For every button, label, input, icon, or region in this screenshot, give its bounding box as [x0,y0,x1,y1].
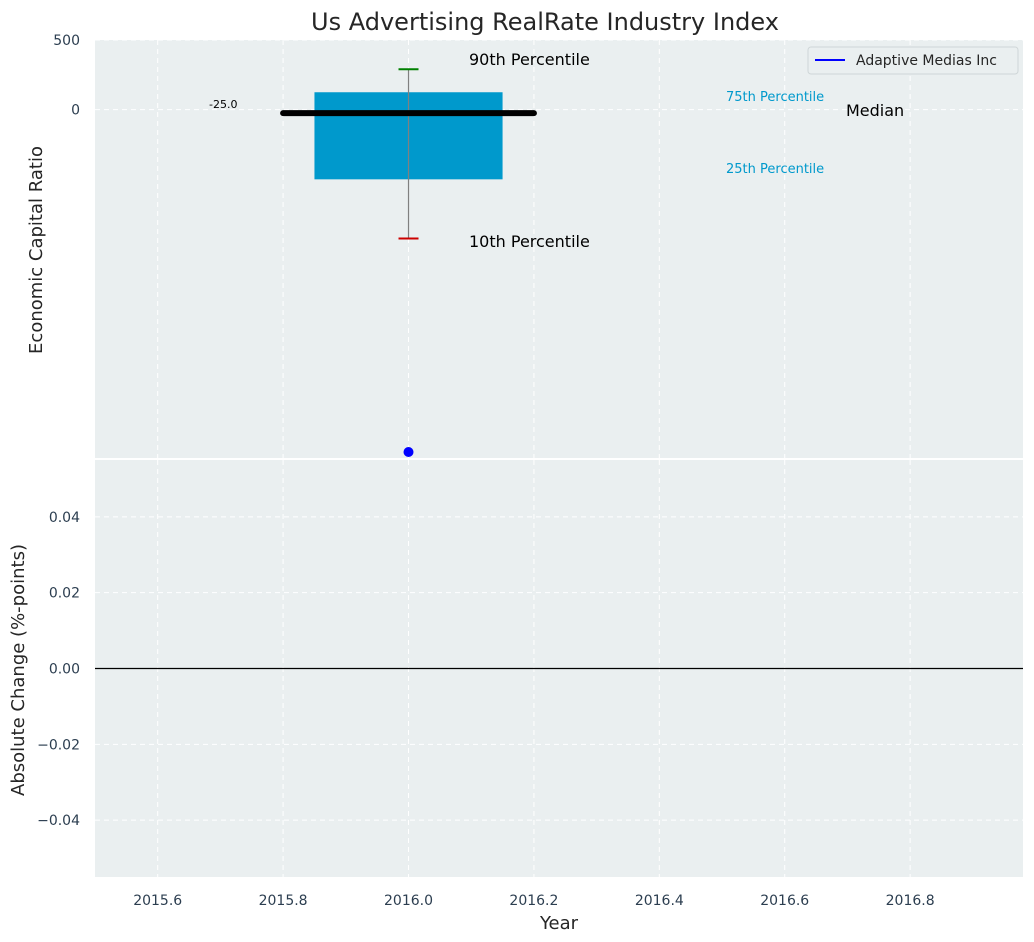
bottom-y-tick-label-1: −0.02 [37,737,80,753]
p90-annotation: 90th Percentile [469,50,590,69]
p10-annotation: 10th Percentile [469,232,590,251]
bottom-y-ticks: −0.04 −0.02 0.00 0.02 0.04 [37,510,80,829]
bottom-y-tick-label-2: 0.00 [49,662,80,678]
x-tick-label-1: 2015.8 [259,893,308,909]
bottom-y-tick-label-0: −0.04 [37,813,80,829]
x-tick-label-0: 2015.6 [133,893,182,909]
x-tick-label-3: 2016.2 [509,893,558,909]
company-point-0 [403,447,414,457]
legend-box [807,46,1019,75]
x-tick-label-4: 2016.4 [635,893,684,909]
p25-annotation: 25th Percentile [726,162,824,177]
top-y-tick-label-1: 0 [71,103,80,119]
x-tick-label-5: 2016.6 [760,893,809,909]
top-grid [95,39,1023,458]
bottom-axes: −0.04 −0.02 0.00 0.02 0.04 2015.6 2015.8 2016.… [8,460,1023,934]
x-tick-label-6: 2016.8 [886,893,935,909]
top-marks [280,68,537,240]
legend: Adaptive Medias Inc [807,46,1019,75]
bottom-x-ticks: 2015.6 2015.8 2016.0 2016.2 2016.4 2016.6 2016… [133,893,934,909]
median-annotation: Median [846,101,904,120]
top-y-axis-label: Economic Capital Ratio [26,146,47,354]
legend-label: Adaptive Medias Inc [856,53,997,69]
top-annotations: 90th Percentile 10th Percentile 75th Per… [209,50,904,251]
bottom-y-tick-label-3: 0.02 [49,586,80,602]
chart-title: Us Advertising RealRate Industry Index [311,8,779,36]
bottom-y-axis-label: Absolute Change (%-points) [8,544,29,796]
top-y-ticks: 500 0 [53,33,80,119]
x-axis-label: Year [539,913,579,934]
bottom-y-tick-label-4: 0.04 [49,510,80,526]
top-axes: 500 0 90th Percentile 10th Percentile 75t… [26,33,1023,458]
overlay-marks [403,447,414,457]
x-tick-label-2: 2016.0 [384,893,433,909]
p75-annotation: 75th Percentile [726,90,824,105]
median-value-label: -25.0 [209,98,237,111]
top-y-tick-label-0: 500 [53,33,80,49]
